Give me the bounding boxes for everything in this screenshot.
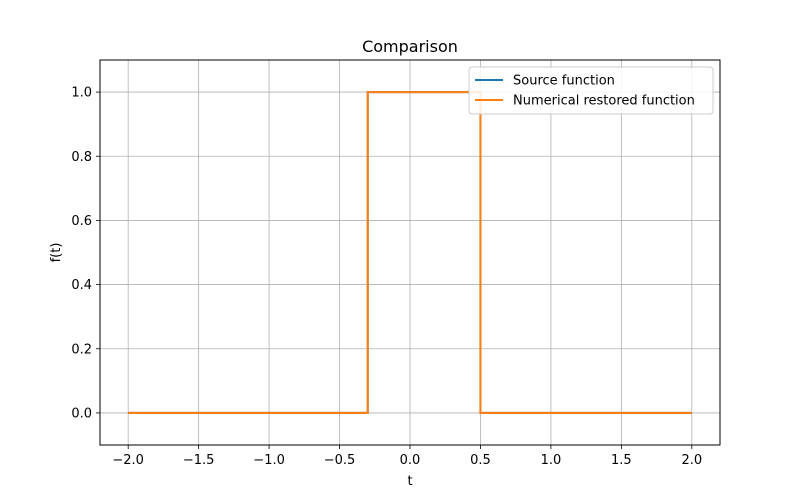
grid: [100, 60, 720, 445]
x-tick-label: 2.0: [681, 453, 702, 468]
x-tick-label: −1.0: [253, 453, 285, 468]
chart-title: Comparison: [362, 37, 458, 56]
y-tick-label: 0.2: [71, 342, 92, 357]
y-tick-label: 0.4: [71, 278, 92, 293]
legend-label: Source function: [513, 74, 615, 89]
y-tick-label: 1.0: [71, 86, 92, 101]
y-tick-label: 0.6: [71, 214, 92, 229]
legend-label: Numerical restored function: [513, 94, 695, 109]
x-tick-label: −2.0: [112, 453, 144, 468]
x-tick-label: 0.0: [400, 453, 421, 468]
x-axis-label: t: [407, 474, 412, 489]
y-tick-label: 0.8: [71, 150, 92, 165]
ticks: −2.0 −1.5 −1.0 −0.5 0.0 0.5 1.0 1.5 2.0 0.0 0.2 0.4…: [71, 86, 702, 468]
legend-box: [468, 66, 714, 115]
legend: Source function Numerical restored functi…: [468, 66, 714, 115]
x-tick-label: 1.5: [611, 453, 632, 468]
x-tick-label: 1.0: [541, 453, 562, 468]
x-tick-label: −0.5: [324, 453, 356, 468]
y-axis-label: f(t): [49, 243, 64, 263]
x-tick-label: −1.5: [183, 453, 215, 468]
series-lines: [128, 91, 692, 414]
y-tick-label: 0.0: [71, 406, 92, 421]
x-tick-label: 0.5: [470, 453, 491, 468]
series-line-2: [128, 91, 692, 414]
